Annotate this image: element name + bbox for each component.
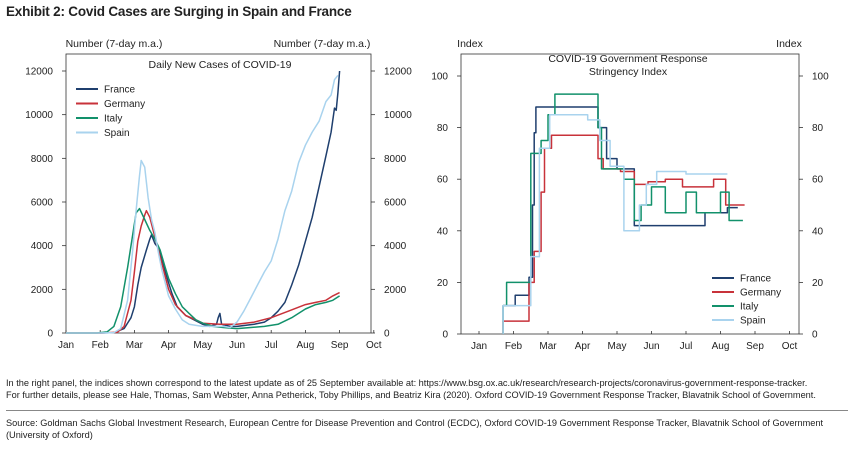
stringency-x-tick-label: Apr (575, 341, 591, 352)
stringency-plot-frame (460, 53, 800, 335)
stringency-x-tick-label: Aug (712, 341, 730, 352)
stringency-right-axis-label: Index (776, 38, 802, 50)
source-note: Source: Goldman Sachs Global Investment … (6, 418, 824, 440)
stringency-x-tick-label: Mar (539, 341, 557, 352)
cases-x-tick-label: Aug (297, 340, 315, 351)
footnote-line-1: In the right panel, the indices shown co… (6, 378, 808, 388)
cases-right-tick-label: 12000 (384, 67, 412, 78)
cases-legend-label-italy: Italy (104, 114, 122, 125)
stringency-right-tick-label: 0 (812, 330, 818, 341)
stringency-left-tick-label: 40 (437, 226, 449, 237)
stringency-right-tick-label: 100 (812, 72, 829, 83)
stringency-line-france (502, 106, 738, 334)
cases-left-tick-label: 2000 (31, 285, 54, 296)
stringency-legend-label-spain: Spain (740, 316, 766, 327)
cases-x-tick-label: Apr (161, 340, 177, 351)
cases-right-tick-label: 10000 (384, 110, 412, 121)
cases-right-tick-label: 0 (384, 329, 390, 340)
cases-right-tick-label: 2000 (384, 285, 407, 296)
stringency-x-tick-label: Jan (471, 341, 487, 352)
stringency-legend-label-italy: Italy (740, 302, 758, 313)
stringency-x-tick-label: Feb (505, 341, 523, 352)
cases-legend: France Germany Italy Spain (76, 85, 145, 139)
cases-left-tick-label: 12000 (25, 67, 53, 78)
stringency-left-tick-label: 60 (437, 175, 449, 186)
stringency-left-tick-label: 20 (437, 278, 449, 289)
cases-chart-title: Daily New Cases of COVID-19 (149, 59, 292, 71)
stringency-left-axis-label: Index (457, 38, 483, 50)
cases-x-tick-label: May (193, 340, 212, 351)
cases-x-tick-label: Jan (58, 340, 74, 351)
stringency-left-tick-label: 100 (431, 72, 448, 83)
charts-canvas: Number (7-day m.a.) Number (7-day m.a.) … (25, 38, 829, 352)
cases-series (66, 70, 341, 334)
cases-left-tick-label: 8000 (31, 154, 54, 165)
stringency-right-tick-label: 20 (812, 278, 824, 289)
exhibit-title: Exhibit 2: Covid Cases are Surging in Sp… (6, 4, 352, 19)
cases-right-tick-label: 8000 (384, 154, 407, 165)
cases-right-axis-label: Number (7-day m.a.) (274, 38, 371, 50)
stringency-title-line-2: Stringency Index (589, 66, 668, 78)
cases-x-ticks: Jan Feb Mar Apr May Jun Jul Aug Sep Oct (58, 330, 382, 351)
cases-chart: Number (7-day m.a.) Number (7-day m.a.) … (25, 38, 412, 351)
cases-x-tick-label: Jul (265, 340, 278, 351)
cases-right-tick-label: 4000 (384, 241, 407, 252)
cases-x-tick-label: Oct (366, 340, 382, 351)
stringency-right-tick-label: 40 (812, 226, 824, 237)
stringency-line-spain (502, 113, 728, 334)
cases-x-tick-label: Jun (229, 340, 245, 351)
stringency-chart: Index Index COVID-19 Government Response… (431, 38, 829, 352)
stringency-x-tick-label: Jul (680, 341, 693, 352)
cases-left-tick-label: 6000 (31, 198, 54, 209)
stringency-legend: France Germany Italy Spain (712, 274, 781, 327)
cases-left-tick-label: 4000 (31, 241, 54, 252)
stringency-right-tick-label: 60 (812, 175, 824, 186)
divider (6, 410, 848, 411)
stringency-right-tick-label: 80 (812, 123, 824, 134)
cases-left-tick-label: 10000 (25, 110, 53, 121)
cases-x-tick-label: Sep (331, 340, 349, 351)
cases-left-tick-label: 0 (47, 329, 53, 340)
cases-right-tick-label: 6000 (384, 198, 407, 209)
cases-x-tick-label: Feb (92, 340, 110, 351)
footnote: In the right panel, the indices shown co… (6, 378, 846, 401)
cases-plot-frame (65, 53, 372, 334)
stringency-x-tick-label: Oct (782, 341, 798, 352)
cases-line-spain (66, 74, 339, 334)
stringency-left-tick-label: 80 (437, 123, 449, 134)
stringency-series (502, 93, 745, 334)
stringency-title-line-1: COVID-19 Government Response (548, 53, 707, 65)
cases-line-france (66, 70, 341, 334)
stringency-x-tick-label: May (608, 341, 627, 352)
stringency-left-tick-label: 0 (442, 330, 448, 341)
stringency-x-ticks: Jan Feb Mar Apr May Jun Jul Aug Sep Oct (471, 331, 798, 352)
cases-legend-label-spain: Spain (104, 128, 130, 139)
cases-line-germany (66, 209, 340, 334)
cases-x-tick-label: Mar (126, 340, 144, 351)
stringency-x-tick-label: Jun (643, 341, 659, 352)
cases-left-axis-label: Number (7-day m.a.) (66, 38, 163, 50)
cases-legend-label-germany: Germany (104, 99, 145, 110)
cases-line-italy (66, 207, 341, 334)
footnote-line-2: For further details, please see Hale, Th… (6, 389, 816, 400)
cases-legend-label-france: France (104, 85, 136, 96)
stringency-x-tick-label: Sep (746, 341, 764, 352)
stringency-legend-label-germany: Germany (740, 288, 781, 299)
cases-y-ticks: 0 0 2000 2000 4000 4000 6000 6000 8000 8000 10000 1… (25, 67, 412, 340)
stringency-y-ticks: 0 0 20 20 40 40 60 60 80 80 100 100 (431, 72, 829, 341)
stringency-legend-label-france: France (740, 274, 772, 285)
